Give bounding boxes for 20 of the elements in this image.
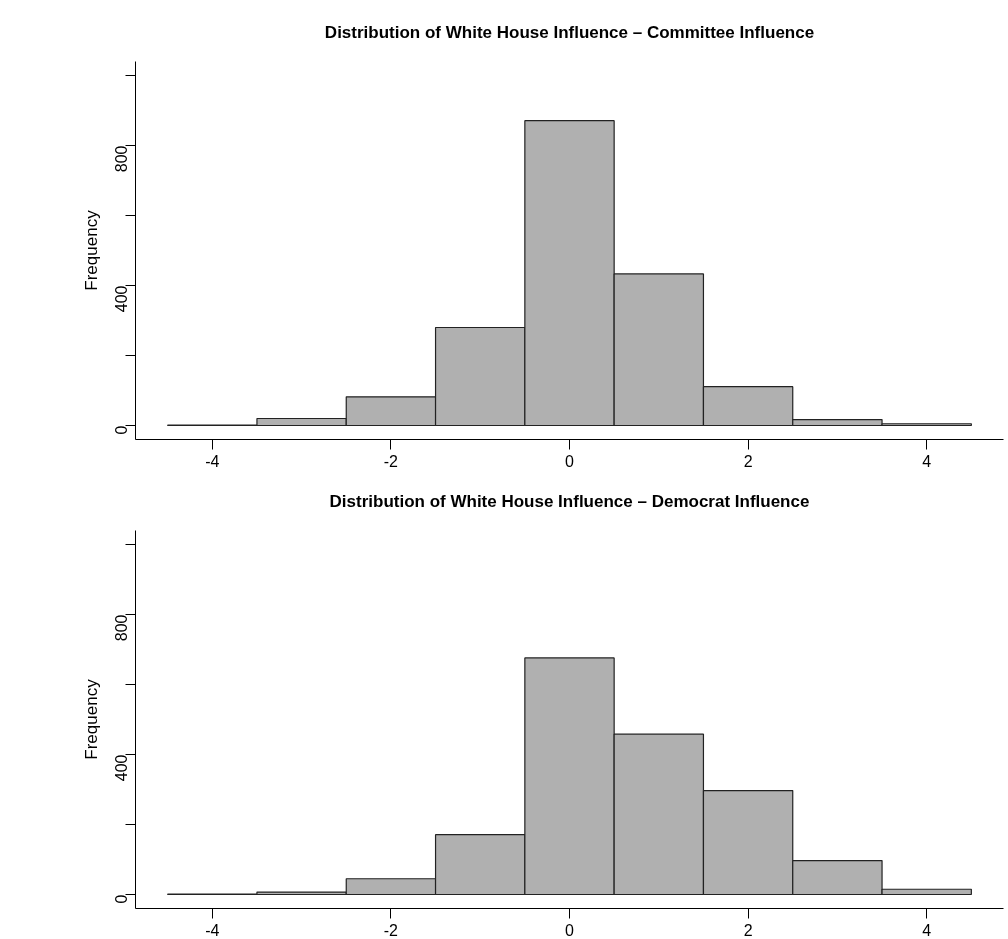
y-tick-label: 800 [112,614,130,642]
x-tick-label: 4 [922,452,932,470]
x-tick-label: 0 [565,452,575,470]
y-tick-label: 400 [112,754,130,782]
x-tick-label: -4 [205,452,220,470]
x-tick-label: 0 [565,921,575,939]
chart-title: Distribution of White House Influence – Democrat Influence [329,491,810,511]
x-tick-label: -2 [383,921,399,939]
y-axis-title: Frequency [81,678,101,760]
y-tick-label: 0 [112,425,130,435]
x-tick-label: -4 [205,921,220,939]
x-tick-label: 2 [743,452,753,470]
y-axis-title: Frequency [81,209,101,291]
x-tick-label: -2 [383,452,399,470]
y-tick-label: 400 [112,285,130,313]
x-tick-label: 4 [922,921,932,939]
y-tick-label: 0 [112,894,130,904]
y-tick-label: 800 [112,145,130,173]
x-tick-label: 2 [743,921,753,939]
chart-title: Distribution of White House Influence – Committee Influence [324,22,815,42]
